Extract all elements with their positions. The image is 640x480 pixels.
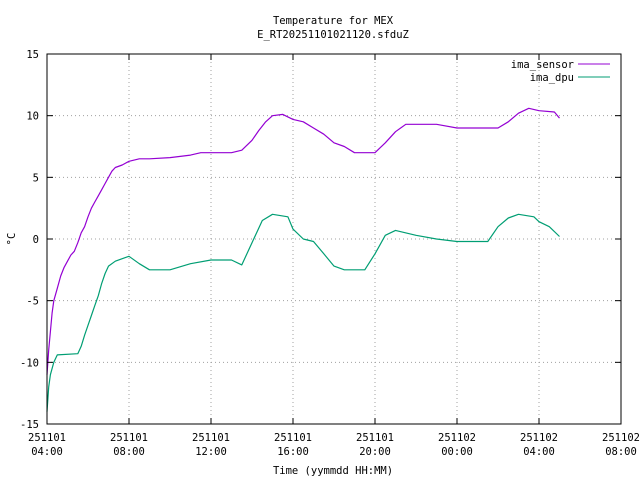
- x-tick-label-date: 251101: [192, 432, 230, 444]
- x-tick-label-time: 16:00: [277, 446, 309, 458]
- y-tick-label: -5: [26, 296, 39, 308]
- grid-lines: [47, 54, 621, 424]
- chart-subtitle: E_RT20251101021120.sfduZ: [257, 29, 409, 41]
- x-tick-label-date: 251101: [274, 432, 312, 444]
- x-tick-label-date: 251102: [520, 432, 558, 444]
- y-axis-label: °C: [6, 233, 18, 246]
- y-tick-labels: -15 -10 -5 0 5 10 15: [20, 49, 39, 431]
- x-tick-label-time: 04:00: [31, 446, 63, 458]
- series-line-ima-dpu: [46, 213, 560, 412]
- y-tick-label: 0: [33, 234, 39, 246]
- x-tick-label-date: 251101: [356, 432, 394, 444]
- series-lines: [46, 107, 560, 412]
- x-tick-label-date: 251102: [602, 432, 640, 444]
- x-tick-label-time: 12:00: [195, 446, 227, 458]
- y-tick-label: -10: [20, 357, 39, 369]
- x-tick-label-date: 251101: [110, 432, 148, 444]
- legend-label-ima-sensor: ima_sensor: [511, 59, 574, 71]
- x-tick-label-time: 08:00: [113, 446, 145, 458]
- tick-marks: [46, 53, 622, 425]
- x-tick-label-time: 04:00: [523, 446, 555, 458]
- x-tick-labels: 251101 04:00 251101 08:00 251101 12:00 251101 1…: [28, 432, 640, 458]
- y-tick-label: 15: [26, 49, 39, 61]
- y-tick-label: 10: [26, 111, 39, 123]
- x-tick-label-time: 20:00: [359, 446, 391, 458]
- y-tick-label: -15: [20, 419, 39, 431]
- x-tick-label-time: 08:00: [605, 446, 637, 458]
- legend: ima_sensor ima_dpu: [511, 59, 610, 84]
- chart-title: Temperature for MEX: [273, 15, 394, 27]
- y-tick-label: 5: [33, 172, 39, 184]
- x-tick-label-time: 00:00: [441, 446, 473, 458]
- x-tick-label-date: 251101: [28, 432, 66, 444]
- x-tick-label-date: 251102: [438, 432, 476, 444]
- series-line-ima-sensor: [46, 107, 560, 375]
- legend-label-ima-dpu: ima_dpu: [530, 72, 574, 84]
- x-axis-label: Time (yymmdd HH:MM): [273, 465, 393, 477]
